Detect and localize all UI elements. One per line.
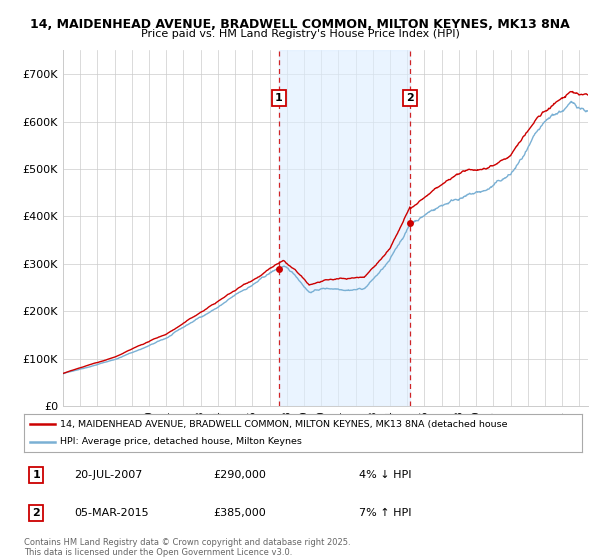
Text: 20-JUL-2007: 20-JUL-2007: [74, 470, 143, 480]
Text: Contains HM Land Registry data © Crown copyright and database right 2025.
This d: Contains HM Land Registry data © Crown c…: [24, 538, 350, 557]
Text: 14, MAIDENHEAD AVENUE, BRADWELL COMMON, MILTON KEYNES, MK13 8NA: 14, MAIDENHEAD AVENUE, BRADWELL COMMON, …: [30, 18, 570, 31]
Text: 1: 1: [32, 470, 40, 480]
Text: 05-MAR-2015: 05-MAR-2015: [74, 508, 149, 517]
Text: £385,000: £385,000: [214, 508, 266, 517]
Bar: [279, 50, 410, 406]
Text: Price paid vs. HM Land Registry's House Price Index (HPI): Price paid vs. HM Land Registry's House …: [140, 29, 460, 39]
Text: 2: 2: [32, 508, 40, 517]
Text: 14, MAIDENHEAD AVENUE, BRADWELL COMMON, MILTON KEYNES, MK13 8NA (detached house: 14, MAIDENHEAD AVENUE, BRADWELL COMMON, …: [60, 419, 508, 428]
Text: 7% ↑ HPI: 7% ↑ HPI: [359, 508, 412, 517]
Text: £290,000: £290,000: [214, 470, 266, 480]
Text: 4% ↓ HPI: 4% ↓ HPI: [359, 470, 412, 480]
Text: HPI: Average price, detached house, Milton Keynes: HPI: Average price, detached house, Milt…: [60, 437, 302, 446]
Text: 2: 2: [406, 93, 414, 103]
Text: 1: 1: [275, 93, 283, 103]
